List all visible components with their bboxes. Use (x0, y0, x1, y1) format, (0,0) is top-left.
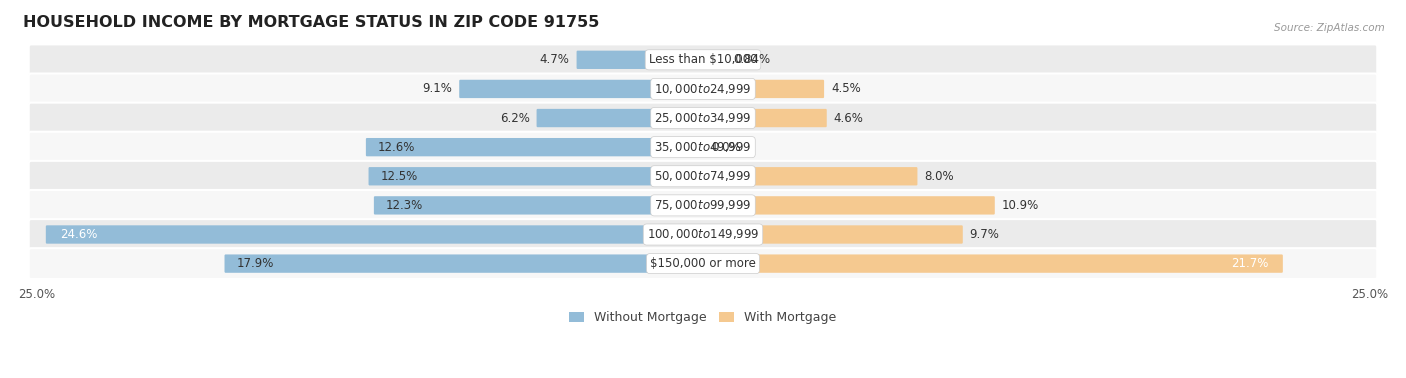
Text: 12.5%: 12.5% (380, 170, 418, 183)
FancyBboxPatch shape (28, 190, 1378, 221)
Text: HOUSEHOLD INCOME BY MORTGAGE STATUS IN ZIP CODE 91755: HOUSEHOLD INCOME BY MORTGAGE STATUS IN Z… (22, 15, 599, 30)
Text: 6.2%: 6.2% (499, 112, 530, 124)
FancyBboxPatch shape (702, 167, 918, 186)
Text: 0.84%: 0.84% (734, 53, 770, 66)
Text: 0.0%: 0.0% (711, 141, 741, 153)
FancyBboxPatch shape (28, 219, 1378, 250)
FancyBboxPatch shape (28, 102, 1378, 133)
FancyBboxPatch shape (366, 138, 704, 156)
Legend: Without Mortgage, With Mortgage: Without Mortgage, With Mortgage (564, 307, 842, 330)
FancyBboxPatch shape (28, 132, 1378, 163)
Text: $10,000 to $24,999: $10,000 to $24,999 (654, 82, 752, 96)
Text: Less than $10,000: Less than $10,000 (648, 53, 758, 66)
Text: $75,000 to $99,999: $75,000 to $99,999 (654, 198, 752, 212)
FancyBboxPatch shape (702, 196, 995, 215)
Text: 12.3%: 12.3% (385, 199, 423, 212)
FancyBboxPatch shape (225, 254, 704, 273)
FancyBboxPatch shape (702, 51, 727, 69)
Text: $50,000 to $74,999: $50,000 to $74,999 (654, 169, 752, 183)
Text: 4.5%: 4.5% (831, 82, 860, 95)
FancyBboxPatch shape (28, 248, 1378, 279)
Text: $150,000 or more: $150,000 or more (650, 257, 756, 270)
Text: Source: ZipAtlas.com: Source: ZipAtlas.com (1274, 23, 1385, 33)
Text: $25,000 to $34,999: $25,000 to $34,999 (654, 111, 752, 125)
FancyBboxPatch shape (28, 73, 1378, 104)
FancyBboxPatch shape (46, 225, 704, 244)
FancyBboxPatch shape (537, 109, 704, 127)
FancyBboxPatch shape (374, 196, 704, 215)
FancyBboxPatch shape (28, 44, 1378, 75)
Text: 8.0%: 8.0% (924, 170, 955, 183)
FancyBboxPatch shape (702, 109, 827, 127)
FancyBboxPatch shape (576, 51, 704, 69)
Text: 21.7%: 21.7% (1232, 257, 1268, 270)
Text: 4.7%: 4.7% (540, 53, 569, 66)
Text: 17.9%: 17.9% (236, 257, 274, 270)
Text: $35,000 to $49,999: $35,000 to $49,999 (654, 140, 752, 154)
Text: 9.7%: 9.7% (970, 228, 1000, 241)
FancyBboxPatch shape (460, 80, 704, 98)
FancyBboxPatch shape (702, 254, 1282, 273)
Text: 10.9%: 10.9% (1001, 199, 1039, 212)
FancyBboxPatch shape (702, 225, 963, 244)
Text: 24.6%: 24.6% (60, 228, 97, 241)
FancyBboxPatch shape (368, 167, 704, 186)
Text: 9.1%: 9.1% (422, 82, 453, 95)
Text: 4.6%: 4.6% (834, 112, 863, 124)
FancyBboxPatch shape (28, 161, 1378, 192)
FancyBboxPatch shape (702, 80, 824, 98)
Text: 12.6%: 12.6% (378, 141, 415, 153)
Text: $100,000 to $149,999: $100,000 to $149,999 (647, 228, 759, 242)
